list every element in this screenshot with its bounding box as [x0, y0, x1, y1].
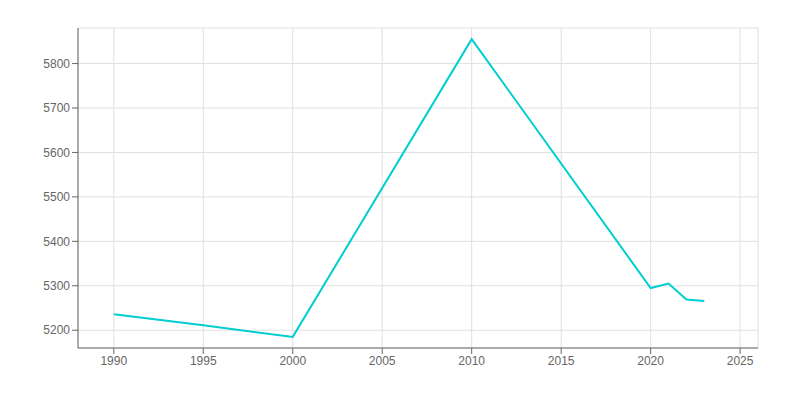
svg-text:5700: 5700: [43, 101, 70, 115]
svg-text:2025: 2025: [727, 354, 754, 368]
svg-text:5500: 5500: [43, 190, 70, 204]
svg-text:5400: 5400: [43, 235, 70, 249]
svg-text:5200: 5200: [43, 323, 70, 337]
svg-text:1990: 1990: [100, 354, 127, 368]
svg-text:5800: 5800: [43, 57, 70, 71]
svg-text:2020: 2020: [637, 354, 664, 368]
svg-text:5300: 5300: [43, 279, 70, 293]
svg-text:2000: 2000: [279, 354, 306, 368]
svg-text:2010: 2010: [458, 354, 485, 368]
svg-text:1995: 1995: [190, 354, 217, 368]
svg-text:2005: 2005: [369, 354, 396, 368]
svg-text:5600: 5600: [43, 146, 70, 160]
svg-text:2015: 2015: [548, 354, 575, 368]
